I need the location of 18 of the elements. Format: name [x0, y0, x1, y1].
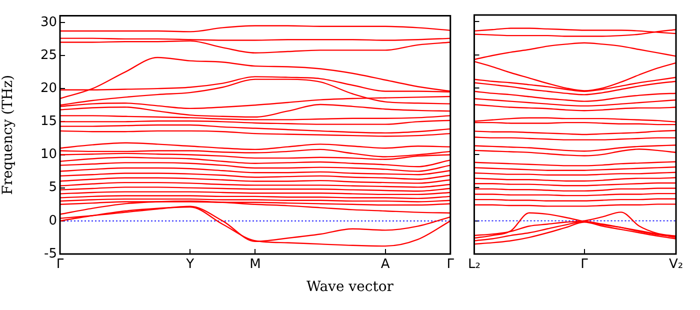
- x-tick-label: A: [380, 257, 390, 272]
- y-tick-label: -5: [44, 246, 57, 262]
- y-tick-label: 10: [40, 147, 57, 162]
- x-tick-label: Γ: [56, 257, 64, 272]
- y-tick-label: 0: [48, 213, 57, 228]
- y-tick-label: 20: [40, 80, 57, 96]
- y-tick-label: 25: [40, 48, 57, 63]
- x-tick-label: L₂: [468, 257, 480, 272]
- x-axis-title: Wave vector: [306, 279, 394, 295]
- x-tick-label: Γ: [446, 257, 455, 272]
- y-tick-label: 15: [40, 114, 57, 130]
- x-tick-label: V₂: [668, 257, 684, 272]
- y-axis-title: Frequency (THz): [0, 74, 16, 195]
- x-tick-label: M: [250, 257, 261, 272]
- y-tick-label: 5: [48, 180, 57, 196]
- y-tick-label: 30: [40, 14, 57, 30]
- x-tick-label: Γ: [580, 257, 589, 272]
- x-tick-label: Y: [185, 257, 194, 272]
